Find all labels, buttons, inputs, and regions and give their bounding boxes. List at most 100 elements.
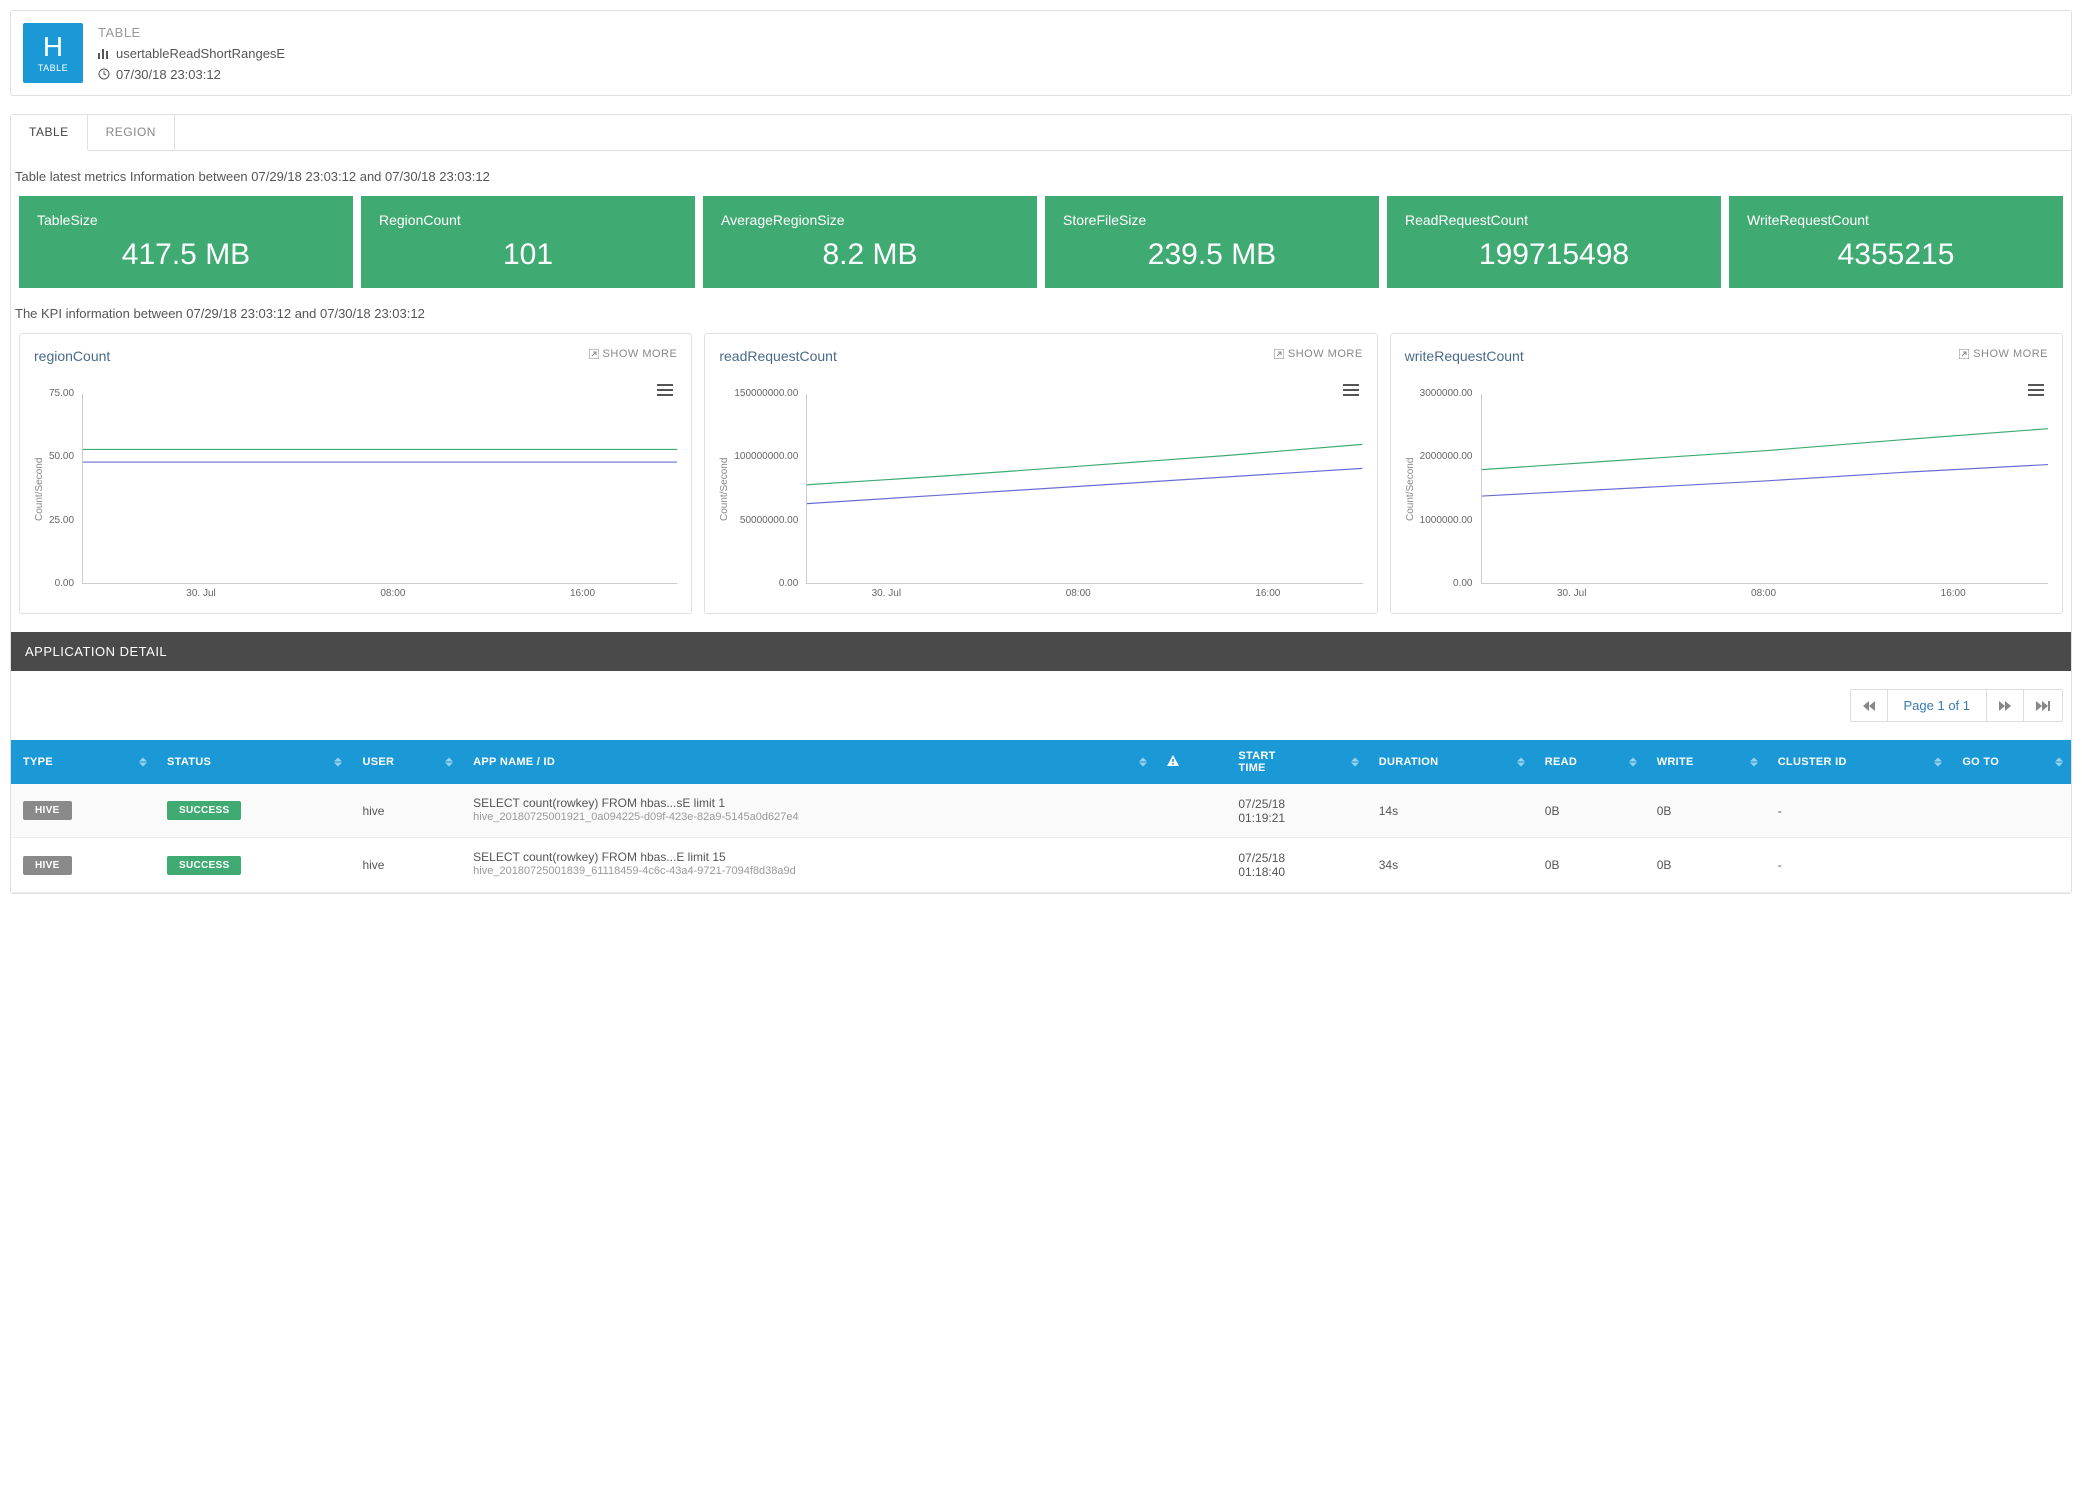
applications-table: TYPESTATUSUSERAPP NAME / ID STARTTIMEDURA… [11,740,2071,893]
column-header[interactable]: CLUSTER ID [1766,740,1951,784]
column-header[interactable]: STATUS [155,740,350,784]
column-header[interactable]: APP NAME / ID [461,740,1155,784]
metric-title: ReadRequestCount [1405,212,1703,228]
status-badge: SUCCESS [167,801,241,820]
kpi-section-label: The KPI information between 07/29/18 23:… [11,306,2071,321]
app-id: hive_20180725001921_0a094225-d09f-423e-8… [473,810,1143,825]
table-row[interactable]: HIVE SUCCESS hive SELECT count(rowkey) FROM… [11,784,2071,838]
metric-title: WriteRequestCount [1747,212,2045,228]
y-axis-ticks: 75.0050.0025.000.00 [49,394,78,584]
header-meta: TABLE usertableReadShortRangesE 07/30/18… [98,23,285,83]
tab-bar: TABLEREGION [11,115,2071,151]
duration-cell: 34s [1367,838,1533,892]
column-header[interactable]: WRITE [1645,740,1766,784]
metric-title: TableSize [37,212,335,228]
charts-row: regionCount SHOW MORE Count/Second 75.0050.… [11,333,2071,614]
tab-region[interactable]: REGION [88,115,175,150]
bar-chart-icon [98,47,110,59]
entity-badge: H TABLE [23,23,83,83]
show-more-link[interactable]: SHOW MORE [589,348,678,360]
column-header[interactable]: READ [1533,740,1645,784]
metric-title: AverageRegionSize [721,212,1019,228]
y-axis-ticks: 3000000.002000000.001000000.000.00 [1420,394,1477,584]
entity-name-row: usertableReadShortRangesE [98,46,285,61]
metric-value: 239.5 MB [1063,238,1361,272]
write-cell: 0B [1645,838,1766,892]
chart-plot-area [806,394,1362,584]
metric-title: RegionCount [379,212,677,228]
pager-page-label: Page 1 of 1 [1888,690,1988,721]
metric-value: 199715498 [1405,238,1703,272]
tab-table[interactable]: TABLE [11,115,88,151]
metric-value: 4355215 [1747,238,2045,272]
y-axis-label: Count/Second [1405,394,1416,584]
metric-card-storefilesize: StoreFileSize 239.5 MB [1045,196,1379,288]
type-badge: HIVE [23,801,72,820]
duration-cell: 14s [1367,784,1533,838]
app-id: hive_20180725001839_61118459-4c6c-43a4-9… [473,864,1143,879]
chart-plot-area [82,394,677,584]
column-header[interactable] [1155,740,1226,784]
alert-icon [1167,755,1179,766]
main-panel: TABLEREGION Table latest metrics Informa… [10,114,2072,894]
y-axis-ticks: 150000000.00100000000.0050000000.000.00 [734,394,802,584]
pager-last-button[interactable] [2024,690,2062,721]
user-cell: hive [350,784,461,838]
chart-title: writeRequestCount [1405,348,1524,364]
chart-card-regioncount: regionCount SHOW MORE Count/Second 75.0050.… [19,333,692,614]
pager-first-button[interactable] [1851,690,1888,721]
metric-card-tablesize: TableSize 417.5 MB [19,196,353,288]
entity-timestamp: 07/30/18 23:03:12 [116,67,221,82]
chart-plot-area [1481,394,2048,584]
metric-value: 101 [379,238,677,272]
column-header[interactable]: DURATION [1367,740,1533,784]
table-row[interactable]: HIVESUCCESShiveSELECT count(rowkey) FROM… [11,838,2071,892]
entity-time-row: 07/30/18 23:03:12 [98,67,285,82]
cluster-cell: - [1766,838,1951,892]
write-cell: 0B [1645,784,1766,838]
chart-title: readRequestCount [719,348,837,364]
column-header[interactable]: STARTTIME [1226,740,1366,784]
column-header[interactable]: GO TO [1950,740,2071,784]
chart-card-readrequestcount: readRequestCount SHOW MORE Count/Second 150… [704,333,1377,614]
start-time-cell: 07/25/1801:18:40 [1226,838,1366,892]
user-cell: hive [350,838,461,892]
chart-title: regionCount [34,348,110,364]
read-cell: 0B [1533,838,1645,892]
badge-sublabel: TABLE [38,63,68,73]
app-detail-header: APPLICATION DETAIL [11,632,2071,671]
pagination: Page 1 of 1 [11,671,2071,740]
external-link-icon [1274,349,1284,359]
x-axis-ticks: 30. Jul08:0016:00 [789,588,1362,599]
show-more-link[interactable]: SHOW MORE [1274,348,1363,360]
clock-icon [98,68,110,80]
metric-cards-row: TableSize 417.5 MB RegionCount 101 AverageRe… [11,196,2071,288]
column-header[interactable]: TYPE [11,740,155,784]
chart-card-writerequestcount: writeRequestCount SHOW MORE Count/Second 30… [1390,333,2063,614]
entity-name: usertableReadShortRangesE [116,46,285,61]
x-axis-ticks: 30. Jul08:0016:00 [1475,588,2048,599]
y-axis-label: Count/Second [34,394,45,584]
x-axis-ticks: 30. Jul08:0016:00 [104,588,677,599]
metric-card-averageregionsize: AverageRegionSize 8.2 MB [703,196,1037,288]
cluster-cell: - [1766,784,1951,838]
app-name: SELECT count(rowkey) FROM hbas...sE limi… [473,796,1143,810]
entity-category: TABLE [98,25,285,40]
metric-value: 417.5 MB [37,238,335,272]
metric-value: 8.2 MB [721,238,1019,272]
type-badge: HIVE [23,856,72,875]
start-time-cell: 07/25/1801:19:21 [1226,784,1366,838]
table-header-card: H TABLE TABLE usertableReadShortRangesE … [10,10,2072,96]
metric-card-writerequestcount: WriteRequestCount 4355215 [1729,196,2063,288]
metric-card-regioncount: RegionCount 101 [361,196,695,288]
badge-letter: H [43,33,63,61]
app-name: SELECT count(rowkey) FROM hbas...E limit… [473,850,1143,864]
external-link-icon [589,349,599,359]
pager-next-button[interactable] [1987,690,2024,721]
column-header[interactable]: USER [350,740,461,784]
metric-card-readrequestcount: ReadRequestCount 199715498 [1387,196,1721,288]
show-more-link[interactable]: SHOW MORE [1959,348,2048,360]
metric-title: StoreFileSize [1063,212,1361,228]
y-axis-label: Count/Second [719,394,730,584]
read-cell: 0B [1533,784,1645,838]
